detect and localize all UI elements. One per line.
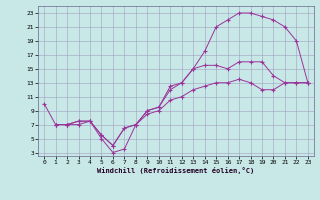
X-axis label: Windchill (Refroidissement éolien,°C): Windchill (Refroidissement éolien,°C) [97, 167, 255, 174]
